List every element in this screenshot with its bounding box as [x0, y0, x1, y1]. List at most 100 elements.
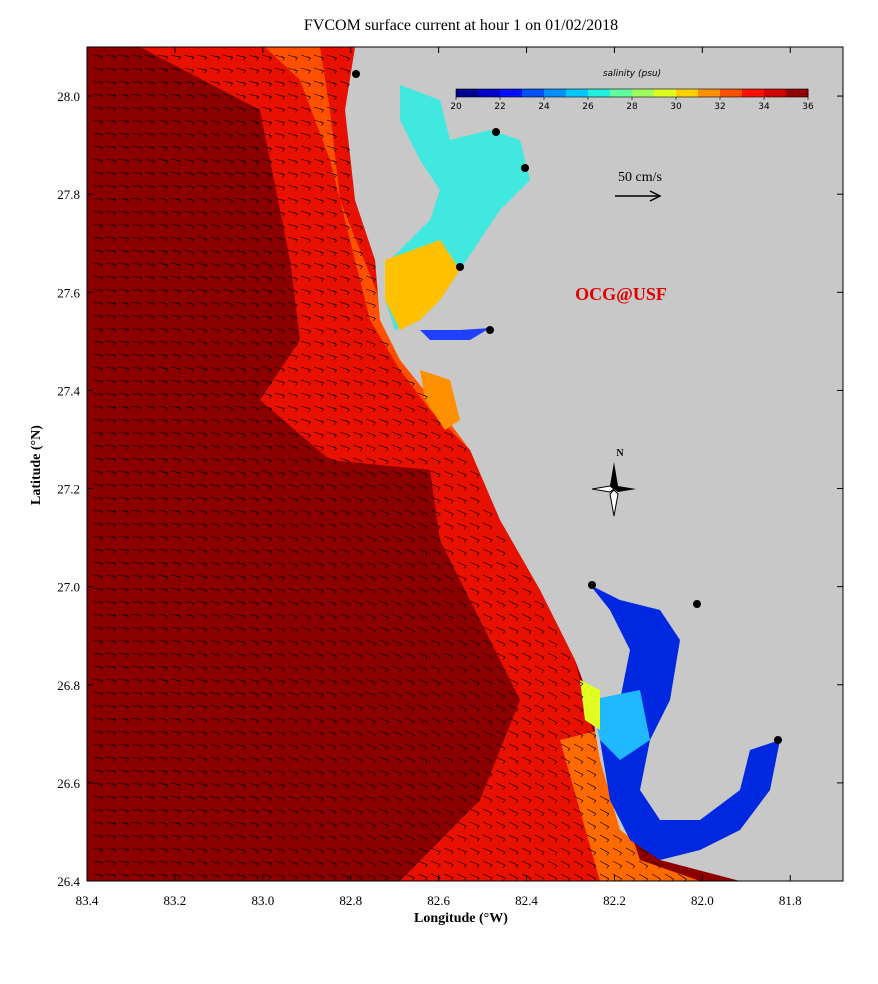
current-vector [105, 613, 117, 619]
current-vector [118, 132, 130, 138]
current-vector [105, 366, 117, 372]
current-vector [196, 561, 208, 568]
current-vector [261, 158, 273, 165]
current-vector [170, 782, 182, 788]
current-vector [287, 80, 298, 87]
current-vector [170, 67, 182, 73]
current-vector [92, 119, 104, 125]
current-vector [339, 262, 350, 269]
current-vector [183, 509, 195, 516]
current-vector [300, 691, 311, 698]
current-vector [417, 743, 428, 751]
current-vector [391, 769, 402, 777]
current-vector [521, 665, 532, 673]
current-vector [534, 743, 545, 752]
current-vector [157, 80, 169, 86]
current-vector [430, 444, 441, 452]
current-vector [183, 847, 195, 854]
current-vector [326, 444, 337, 451]
current-vector [547, 652, 558, 661]
current-vector [170, 587, 182, 593]
current-vector [469, 743, 480, 751]
colorbar-segment [522, 89, 545, 97]
current-vector [352, 587, 363, 595]
current-vector [144, 119, 156, 125]
current-vector [521, 821, 532, 829]
current-vector [157, 834, 169, 840]
current-vector [469, 769, 480, 777]
current-vector [248, 288, 260, 295]
current-vector [157, 691, 169, 697]
current-vector [261, 340, 273, 347]
current-vector [378, 756, 389, 764]
current-vector [170, 847, 182, 853]
current-vector [222, 249, 234, 256]
current-vector [313, 821, 324, 828]
current-vector [482, 782, 493, 790]
current-vector [287, 704, 298, 711]
current-vector [521, 769, 532, 777]
current-vector [300, 67, 311, 74]
current-vector [339, 171, 350, 178]
current-vector [209, 54, 221, 61]
current-vector [118, 197, 130, 203]
current-vector [183, 366, 195, 373]
current-vector [274, 860, 286, 867]
current-vector [365, 483, 376, 491]
current-vector [508, 665, 519, 673]
current-vector [482, 743, 493, 751]
current-vector [131, 327, 143, 333]
current-vector [209, 496, 221, 503]
y-tick-label: 27.6 [57, 285, 80, 300]
current-vector [105, 145, 117, 151]
current-vector [261, 834, 273, 841]
current-vector [274, 262, 286, 269]
current-vector [339, 860, 350, 867]
current-vector [196, 132, 208, 139]
current-vector [560, 782, 571, 791]
current-vector [287, 652, 298, 659]
current-vector [326, 249, 337, 256]
current-vector [183, 288, 195, 295]
x-axis-label: Longitude (°W) [414, 911, 508, 926]
current-vector [274, 457, 286, 464]
current-vector [196, 223, 208, 230]
current-vector [456, 548, 467, 556]
current-vector [170, 691, 182, 697]
current-vector [196, 171, 208, 178]
current-vector [339, 704, 350, 711]
current-vector [261, 392, 273, 399]
current-vector [521, 717, 532, 725]
current-vector [105, 691, 117, 697]
map-area [86, 46, 844, 882]
current-vector [456, 574, 467, 582]
current-vector [196, 574, 208, 581]
current-vector [313, 301, 324, 308]
current-vector [209, 509, 221, 516]
current-vector [105, 301, 117, 307]
current-vector [157, 171, 169, 177]
current-vector [183, 782, 195, 789]
current-vector [248, 678, 260, 685]
current-vector [235, 327, 247, 334]
current-vector [352, 353, 363, 361]
current-vector [183, 730, 195, 737]
current-vector [495, 561, 506, 569]
current-vector [157, 821, 169, 827]
current-vector [131, 548, 143, 554]
current-vector [547, 743, 558, 752]
current-vector [235, 561, 247, 568]
current-vector [235, 639, 247, 646]
current-vector [274, 431, 286, 438]
current-vector [183, 743, 195, 750]
current-vector [339, 327, 350, 334]
current-vector [430, 496, 441, 504]
current-vector [313, 535, 324, 542]
current-vector [261, 743, 273, 750]
current-vector [378, 561, 389, 569]
current-vector [378, 678, 389, 686]
current-vector [443, 873, 454, 881]
current-vector [313, 600, 324, 607]
current-vector [443, 574, 454, 582]
current-vector [222, 470, 234, 477]
